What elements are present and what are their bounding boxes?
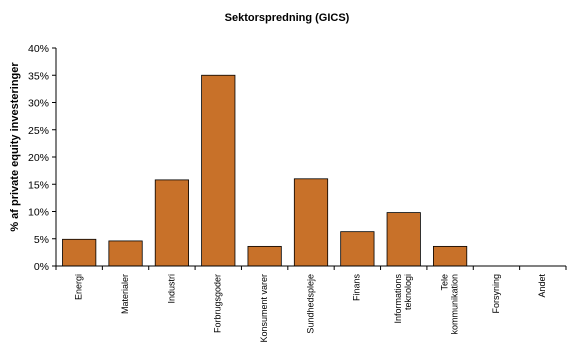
chart-title: Sektorspredning (GICS) [225, 12, 350, 24]
x-tick-label: Finans [352, 274, 362, 302]
x-tick-label: Konsument varer [259, 274, 269, 343]
bar [62, 238, 97, 267]
bars [62, 74, 468, 267]
x-tick-label: kommunikation [449, 274, 459, 335]
bar [293, 178, 329, 267]
bar [340, 231, 375, 267]
x-tick-label: Materialer [120, 274, 130, 314]
x-axis-ticks: Energi Materialer Industri Forbrugsgoder Kon… [55, 266, 567, 343]
bar [432, 245, 468, 267]
x-tick-label: Forbrugsgoder [213, 274, 223, 333]
x-tick-label: teknologi [403, 274, 413, 310]
y-tick-label: 40% [28, 43, 49, 55]
bar [108, 240, 143, 267]
x-tick-label: Tele [439, 274, 449, 291]
y-tick-label: 0% [34, 261, 49, 273]
y-axis-label: % af private equity investeringer [9, 62, 21, 232]
y-tick-label: 35% [28, 70, 49, 82]
y-axis-ticks: 0% 5% 10% 15% 20% 25% 30% 35% 40% [28, 43, 56, 273]
x-tick-label: Sundhedspleje [305, 274, 315, 334]
x-tick-label: Andet [537, 274, 547, 298]
x-tick-label: Forsyning [491, 274, 501, 314]
bar [247, 245, 282, 267]
y-tick-label: 30% [28, 98, 49, 110]
bar [201, 74, 236, 267]
y-tick-label: 10% [28, 207, 49, 219]
bar [386, 212, 421, 267]
y-tick-label: 25% [28, 125, 49, 137]
y-tick-label: 5% [34, 234, 49, 246]
x-tick-label: Informations [393, 274, 403, 324]
y-tick-label: 15% [28, 179, 49, 191]
x-tick-label: Industri [166, 274, 176, 304]
bar [154, 179, 190, 267]
x-tick-label: Energi [74, 274, 84, 300]
y-tick-label: 20% [28, 152, 49, 164]
